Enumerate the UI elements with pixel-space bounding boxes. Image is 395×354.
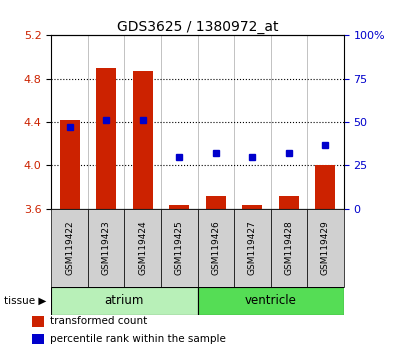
Bar [315,166,335,209]
Text: GSM119424: GSM119424 [138,221,147,275]
FancyBboxPatch shape [51,209,88,287]
FancyBboxPatch shape [198,209,234,287]
Text: GSM119422: GSM119422 [65,221,74,275]
Bar [206,196,226,209]
FancyBboxPatch shape [124,209,161,287]
FancyBboxPatch shape [88,209,124,287]
Bar [96,68,116,209]
FancyBboxPatch shape [307,209,344,287]
FancyBboxPatch shape [271,209,307,287]
Bar [169,205,189,209]
Bar [279,196,299,209]
Bar [133,71,153,209]
Text: GSM119428: GSM119428 [284,221,293,275]
FancyBboxPatch shape [51,287,198,315]
Text: GSM119423: GSM119423 [102,221,111,275]
Title: GDS3625 / 1380972_at: GDS3625 / 1380972_at [117,21,278,34]
Text: tissue ▶: tissue ▶ [4,296,46,306]
FancyBboxPatch shape [198,287,344,315]
Text: ventricle: ventricle [245,295,297,307]
Bar [60,120,80,209]
Text: transformed count: transformed count [50,316,148,326]
Text: atrium: atrium [105,295,144,307]
Bar [32,334,44,344]
Text: percentile rank within the sample: percentile rank within the sample [50,334,226,344]
Bar [32,316,44,327]
Text: GSM119425: GSM119425 [175,221,184,275]
Bar [242,205,262,209]
FancyBboxPatch shape [161,209,198,287]
Text: GSM119429: GSM119429 [321,221,330,275]
Text: GSM119426: GSM119426 [211,221,220,275]
FancyBboxPatch shape [234,209,271,287]
Text: GSM119427: GSM119427 [248,221,257,275]
